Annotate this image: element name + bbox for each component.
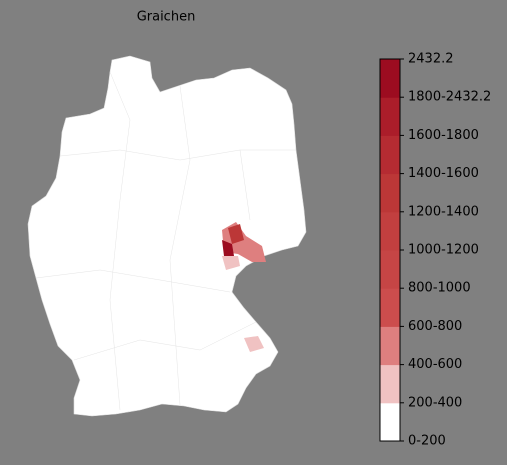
map-title: Graichen <box>137 10 196 25</box>
region-low <box>222 256 240 270</box>
colorbar-segment <box>380 402 400 442</box>
colorbar: 0-200 200-400 400-600 600-800 800-1000 1000-1… <box>379 52 491 449</box>
region-low <box>244 336 264 352</box>
country-shape <box>27 55 307 417</box>
colorbar-label: 800-1000 <box>408 281 471 296</box>
colorbar-label: 400-600 <box>408 357 462 372</box>
colorbar-segment <box>380 288 400 327</box>
colorbar-label: 600-800 <box>408 319 462 334</box>
colorbar-segment <box>380 97 400 136</box>
colorbar-segment <box>380 326 400 366</box>
region-high <box>228 224 244 244</box>
colorbar-label: 1200-1400 <box>408 204 479 219</box>
region-high <box>222 240 234 256</box>
colorbar-label: 1400-1600 <box>408 166 479 181</box>
colorbar-segment <box>380 211 400 251</box>
colorbar-label: 2432.2 <box>408 52 454 67</box>
colorbar-segment <box>380 135 400 175</box>
colorbar-label: 1600-1800 <box>408 128 479 143</box>
colorbar-segment <box>380 250 400 289</box>
colorbar-segment <box>380 364 400 404</box>
germany-map <box>27 55 307 417</box>
colorbar-label: 1000-1200 <box>408 243 479 258</box>
region-border <box>35 71 296 411</box>
colorbar-segment <box>380 59 400 98</box>
colorbar-segment <box>380 173 400 213</box>
colorbar-label: 200-400 <box>408 395 462 410</box>
colorbar-label: 0-200 <box>408 434 446 449</box>
colorbar-label: 1800-2432.2 <box>408 90 491 105</box>
